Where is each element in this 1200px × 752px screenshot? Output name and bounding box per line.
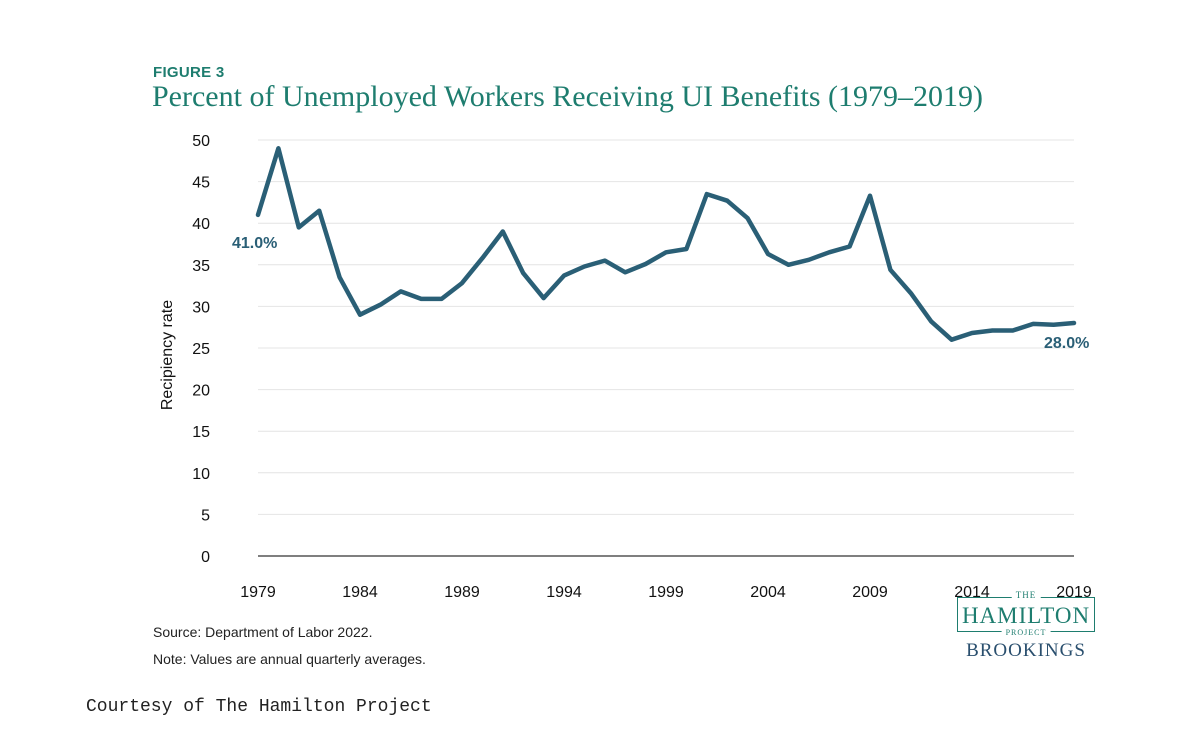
y-tick-label: 30 xyxy=(192,299,210,316)
y-axis-ticks: 0 5 10 15 20 25 30 35 40 45 50 xyxy=(192,133,210,566)
x-axis-ticks: 1979 1984 1989 1994 1999 2004 2009 2014 2019 xyxy=(240,584,1092,601)
figure-label: FIGURE 3 xyxy=(153,64,225,81)
x-tick-label: 2014 xyxy=(954,584,990,601)
y-tick-label: 5 xyxy=(201,507,210,524)
x-tick-label: 1989 xyxy=(444,584,480,601)
y-tick-label: 20 xyxy=(192,383,210,400)
data-label: 41.0% xyxy=(232,235,277,252)
logo-box: THE HAMILTON PROJECT xyxy=(957,590,1095,637)
y-tick-label: 50 xyxy=(192,133,210,150)
y-tick-label: 35 xyxy=(192,258,210,275)
x-tick-label: 2009 xyxy=(852,584,888,601)
y-tick-label: 15 xyxy=(192,424,210,441)
source-note: Source: Department of Labor 2022. xyxy=(153,624,373,640)
y-axis-title: Recipiency rate xyxy=(159,300,176,410)
x-tick-label: 1994 xyxy=(546,584,582,601)
y-tick-label: 0 xyxy=(201,549,210,566)
series-layer xyxy=(255,146,1077,342)
logo-the: THE xyxy=(1011,590,1041,600)
logo-project: PROJECT xyxy=(1001,628,1051,637)
x-tick-label: 1999 xyxy=(648,584,684,601)
x-tick-label: 2004 xyxy=(750,584,786,601)
courtesy-caption: Courtesy of The Hamilton Project xyxy=(86,697,432,717)
footnote: Note: Values are annual quarterly averag… xyxy=(153,651,426,667)
x-tick-label: 1984 xyxy=(342,584,378,601)
data-labels: 41.0% 28.0% xyxy=(232,235,1089,352)
y-tick-label: 25 xyxy=(192,341,210,358)
chart-title: Percent of Unemployed Workers Receiving … xyxy=(152,80,983,113)
series-line xyxy=(255,146,1077,342)
brookings-logo: BROOKINGS xyxy=(966,640,1086,661)
y-tick-label: 10 xyxy=(192,466,210,483)
logo-name: HAMILTON xyxy=(961,603,1091,628)
x-tick-label: 1979 xyxy=(240,584,276,601)
gridlines xyxy=(258,139,1074,557)
y-tick-label: 40 xyxy=(192,216,210,233)
data-label: 28.0% xyxy=(1044,335,1089,352)
hamilton-project-logo: THE HAMILTON PROJECT BROOKINGS xyxy=(953,590,1099,662)
y-tick-label: 45 xyxy=(192,175,210,192)
x-tick-label: 2019 xyxy=(1056,584,1092,601)
